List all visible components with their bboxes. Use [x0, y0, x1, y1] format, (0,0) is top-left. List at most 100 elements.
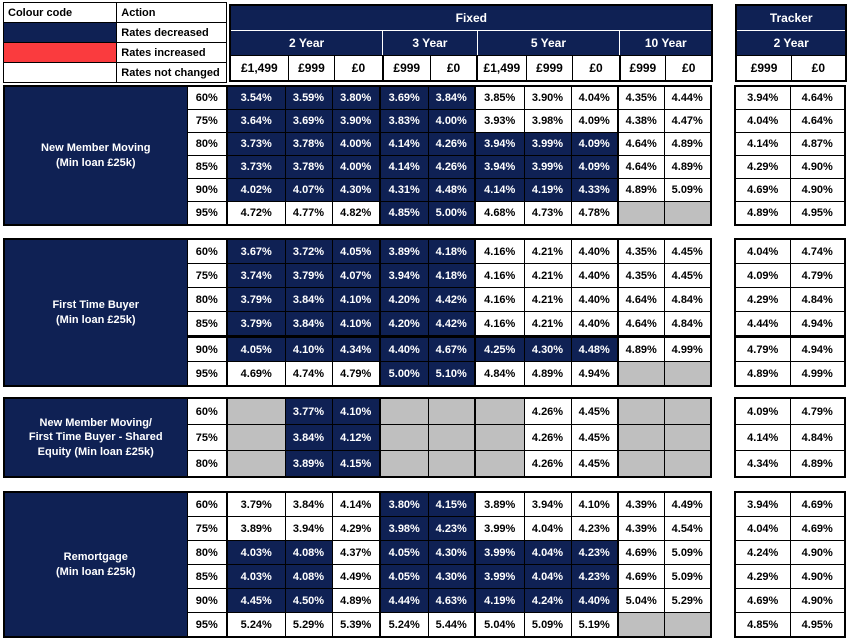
- section-label: Remortgage (Min loan £25k): [3, 491, 188, 638]
- rate-cell: 4.89%: [734, 201, 791, 226]
- rate-cell: 4.47%: [663, 109, 712, 133]
- rate-cell: 3.84%: [284, 424, 333, 451]
- rate-cell: 4.64%: [789, 85, 846, 110]
- section-table: New Member Moving/ First Time Buyer - Sh…: [3, 397, 712, 478]
- rate-cell: 4.74%: [789, 238, 846, 264]
- rate-cell: 4.25%: [474, 335, 525, 362]
- empty-rate-cell: [617, 450, 665, 478]
- rate-cell: 3.85%: [474, 85, 525, 110]
- section-label: New Member Moving (Min loan £25k): [3, 85, 188, 226]
- rate-cell: 5.24%: [226, 612, 286, 638]
- rate-cell: 4.21%: [523, 287, 572, 312]
- rate-cell: 4.29%: [734, 564, 791, 589]
- rate-cell: 4.08%: [284, 564, 333, 589]
- rate-cell: 4.64%: [789, 109, 846, 133]
- rate-cell: 3.84%: [427, 85, 476, 110]
- rate-cell: 4.84%: [663, 287, 712, 312]
- rate-cell: 4.29%: [734, 287, 791, 312]
- rate-cell: 4.94%: [789, 311, 846, 337]
- rate-cell: 4.84%: [663, 311, 712, 337]
- rate-cell: 5.10%: [427, 361, 476, 387]
- rate-cell: 4.00%: [427, 109, 476, 133]
- rate-cell: 4.16%: [474, 311, 525, 337]
- empty-rate-cell: [617, 201, 665, 226]
- rate-cell: 5.29%: [663, 588, 712, 613]
- rate-cell: 4.07%: [331, 263, 381, 288]
- rate-cell: 4.08%: [284, 540, 333, 565]
- rate-cell: 5.00%: [379, 361, 429, 387]
- rate-cell: 4.49%: [331, 564, 381, 589]
- rate-cell: 4.90%: [789, 588, 846, 613]
- rate-cell: 4.45%: [663, 238, 712, 264]
- rate-cell: 5.09%: [663, 178, 712, 202]
- rate-cell: 4.72%: [226, 201, 286, 226]
- rate-cell: 4.26%: [523, 397, 572, 425]
- rate-cell: 3.73%: [226, 155, 286, 179]
- rate-cell: 3.99%: [474, 564, 525, 589]
- rate-cell: 4.02%: [226, 178, 286, 202]
- rate-cell: 3.99%: [474, 516, 525, 541]
- rate-cell: 4.79%: [789, 263, 846, 288]
- rate-cell: 4.03%: [226, 564, 286, 589]
- fee-header: £0: [334, 55, 384, 82]
- rate-cell: 4.14%: [474, 178, 525, 202]
- rate-cell: 4.37%: [331, 540, 381, 565]
- ltv-cell: 95%: [186, 361, 228, 387]
- rate-cell: 4.63%: [427, 588, 476, 613]
- rate-cell: 5.09%: [663, 564, 712, 589]
- rate-cell: 4.35%: [617, 85, 665, 110]
- rate-cell: 4.00%: [331, 155, 381, 179]
- rate-cell: 4.79%: [789, 397, 846, 425]
- section-table: New Member Moving (Min loan £25k) 60% 3.54…: [3, 85, 712, 226]
- tracker-section-table: 4.09% 4.79% 4.14% 4.84% 4.34% 4.89%: [734, 397, 846, 478]
- tracker-section-table: 4.04% 4.74% 4.09% 4.79% 4.29% 4.84% 4.44% 4.94%…: [734, 238, 846, 387]
- rate-cell: 5.39%: [331, 612, 381, 638]
- rate-cell: 4.14%: [379, 132, 429, 156]
- ltv-cell: 95%: [186, 612, 228, 638]
- tracker-section-table: 3.94% 4.64% 4.04% 4.64% 4.14% 4.87% 4.29% 4.90%…: [734, 85, 846, 226]
- fixed-group-10-year: 10 Year: [619, 30, 713, 56]
- rate-cell: 4.10%: [284, 335, 333, 362]
- rate-cell: 4.26%: [523, 450, 572, 478]
- ltv-cell: 60%: [186, 397, 228, 425]
- rate-cell: 4.24%: [523, 588, 572, 613]
- legend-action-rates-decreased: Rates decreased: [116, 22, 228, 43]
- ltv-cell: 75%: [186, 263, 228, 288]
- rate-cell: 4.90%: [789, 564, 846, 589]
- rate-cell: 4.10%: [331, 397, 381, 425]
- section-label: New Member Moving/ First Time Buyer - Sh…: [3, 397, 188, 478]
- rate-cell: 3.73%: [226, 132, 286, 156]
- rate-cell: 3.90%: [523, 85, 572, 110]
- rate-cell: 4.05%: [379, 540, 429, 565]
- ltv-cell: 80%: [186, 132, 228, 156]
- rate-cell: 3.54%: [226, 85, 286, 110]
- rate-cell: 4.40%: [570, 238, 619, 264]
- rate-cell: 4.45%: [226, 588, 286, 613]
- rate-cell: 4.64%: [617, 132, 665, 156]
- rate-cell: 4.85%: [734, 612, 791, 638]
- section-table: Remortgage (Min loan £25k) 60% 3.79% 3.84% 4…: [3, 491, 712, 638]
- empty-rate-cell: [617, 397, 665, 425]
- ltv-cell: 60%: [186, 238, 228, 264]
- rate-cell: 4.87%: [789, 132, 846, 156]
- rate-cell: 4.03%: [226, 540, 286, 565]
- rate-cell: 4.50%: [284, 588, 333, 613]
- rate-cell: 4.84%: [789, 287, 846, 312]
- ltv-cell: 60%: [186, 491, 228, 517]
- fee-header: £0: [572, 55, 621, 82]
- rate-cell: 4.26%: [427, 132, 476, 156]
- rate-cell: 3.84%: [284, 287, 333, 312]
- rate-cell: 4.20%: [379, 287, 429, 312]
- rate-cell: 4.15%: [331, 450, 381, 478]
- rate-cell: 4.34%: [734, 450, 791, 478]
- section-row: First Time Buyer (Min loan £25k) 60% 3.67%…: [3, 238, 847, 387]
- rate-cell: 4.40%: [379, 335, 429, 362]
- rate-cell: 3.94%: [379, 263, 429, 288]
- fixed-banner: Fixed: [230, 5, 713, 31]
- rate-cell: 4.64%: [617, 311, 665, 337]
- rate-cell: 4.05%: [379, 564, 429, 589]
- empty-rate-cell: [379, 424, 429, 451]
- rate-cell: 3.69%: [284, 109, 333, 133]
- rate-cell: 3.80%: [379, 491, 429, 517]
